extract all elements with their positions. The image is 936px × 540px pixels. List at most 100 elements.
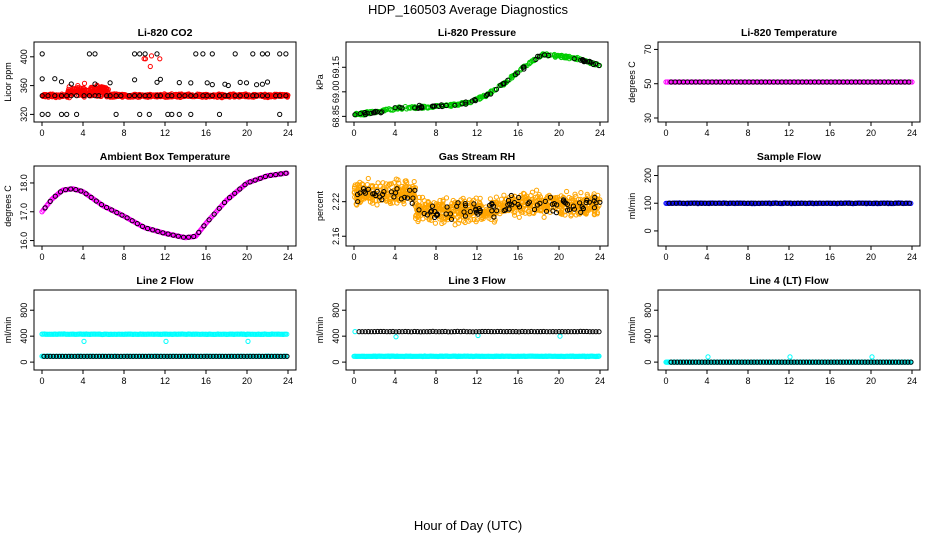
data-point: [899, 359, 905, 365]
data-point: [473, 219, 479, 225]
data-point: [145, 225, 151, 232]
data-point: [413, 204, 419, 210]
data-point: [556, 329, 562, 335]
data-point: [711, 359, 717, 365]
data-point: [726, 359, 733, 365]
data-point: [391, 194, 397, 200]
data-point: [482, 328, 488, 335]
data-point: [191, 233, 197, 240]
x-tick-label: 12: [472, 376, 482, 386]
data-point: [578, 57, 584, 63]
chart-title: Sample Flow: [757, 151, 822, 163]
x-tick-label: 24: [907, 128, 917, 138]
data-point: [75, 83, 81, 89]
x-tick-label: 20: [242, 128, 252, 138]
data-point: [448, 216, 455, 222]
data-point: [544, 194, 551, 200]
data-point: [479, 328, 485, 335]
data-point: [93, 353, 99, 359]
data-point: [113, 111, 119, 118]
data-point: [757, 359, 763, 365]
data-point: [238, 353, 244, 359]
points-layer: [663, 354, 914, 365]
data-point: [414, 329, 421, 335]
chart-title: Li-820 Temperature: [741, 27, 837, 39]
data-point: [392, 105, 398, 111]
data-point: [443, 211, 449, 217]
data-point: [434, 212, 441, 218]
data-point: [247, 353, 253, 359]
data-point: [169, 93, 175, 99]
data-point: [362, 329, 368, 335]
data-point: [473, 206, 479, 212]
data-point: [204, 353, 210, 359]
data-point: [104, 93, 110, 99]
chart-title: Li-820 CO2: [138, 27, 193, 39]
x-tick-label: 4: [392, 376, 397, 386]
data-point: [227, 195, 233, 201]
data-point: [106, 353, 112, 359]
data-point: [717, 359, 723, 365]
data-point: [437, 197, 443, 204]
data-point: [262, 353, 269, 359]
data-point: [877, 359, 883, 365]
data-point: [256, 353, 262, 359]
data-point: [469, 98, 475, 104]
data-point: [429, 203, 435, 209]
data-point: [371, 329, 378, 335]
data-point: [574, 329, 581, 335]
data-point: [820, 200, 826, 206]
data-point: [906, 200, 913, 206]
data-point: [146, 353, 152, 359]
data-point: [571, 329, 578, 335]
data-point: [41, 353, 47, 359]
data-point: [557, 333, 563, 339]
x-tick-label: 12: [160, 128, 170, 138]
data-point: [867, 200, 873, 206]
data-point: [216, 205, 222, 211]
data-point: [259, 93, 265, 99]
data-point: [835, 200, 841, 206]
data-point: [794, 359, 800, 365]
data-point: [157, 93, 163, 99]
data-point: [583, 206, 589, 212]
data-point: [885, 200, 891, 206]
data-point: [498, 328, 504, 335]
x-tick-label: 24: [595, 376, 605, 386]
data-point: [466, 218, 472, 224]
data-point: [254, 93, 260, 99]
data-point: [115, 353, 121, 359]
data-point: [774, 200, 780, 206]
data-point: [782, 359, 788, 365]
data-point: [705, 354, 711, 360]
data-point: [802, 200, 809, 206]
data-point: [473, 209, 479, 215]
data-point: [142, 353, 149, 359]
data-point: [853, 200, 859, 206]
data-point: [489, 208, 495, 214]
data-point: [813, 200, 819, 206]
data-point: [222, 93, 228, 99]
data-point: [397, 104, 403, 110]
data-point: [71, 89, 77, 95]
data-point: [226, 353, 232, 359]
chart-title: Line 4 (LT) Flow: [749, 275, 829, 287]
data-point: [176, 80, 182, 86]
data-point: [173, 353, 179, 359]
data-point: [200, 51, 206, 57]
data-point: [528, 328, 534, 335]
data-point: [176, 111, 182, 118]
data-point: [564, 188, 570, 195]
data-point: [201, 223, 207, 229]
data-point: [693, 359, 699, 365]
data-point: [357, 190, 363, 196]
data-point: [365, 175, 371, 182]
data-point: [899, 200, 905, 206]
data-point: [760, 359, 767, 365]
data-point: [544, 329, 550, 335]
data-point: [759, 200, 765, 206]
data-point: [557, 53, 564, 59]
data-point: [118, 353, 124, 359]
x-tick-label: 24: [283, 252, 293, 262]
data-point: [905, 359, 911, 365]
